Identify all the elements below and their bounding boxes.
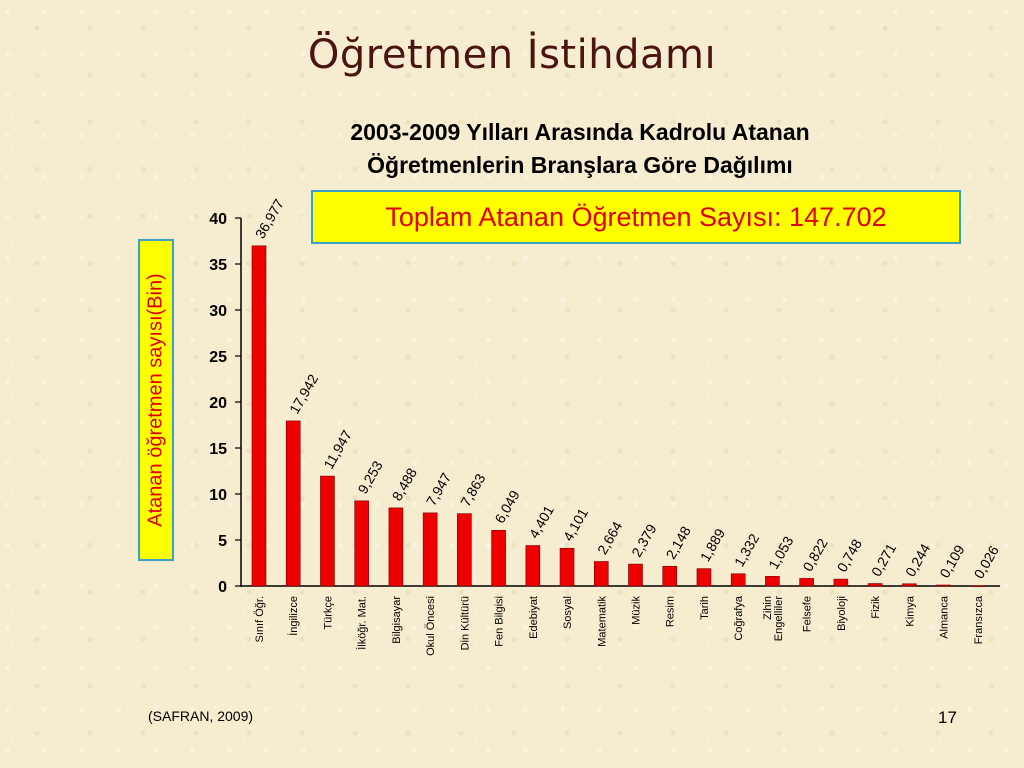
y-tick-label: 35 bbox=[209, 257, 227, 274]
subtitle-line-2: Öğretmenlerin Branşlara Göre Dağılımı bbox=[367, 152, 793, 178]
category-label: Felsefe bbox=[802, 596, 814, 632]
category-label: Sosyal bbox=[562, 596, 574, 629]
data-label: 36,977 bbox=[252, 196, 287, 241]
category-label: Okul Öncesi bbox=[425, 596, 437, 656]
category-label: Fizik bbox=[870, 596, 882, 619]
category-label: Fen Bilgisi bbox=[494, 596, 506, 647]
y-tick-label: 0 bbox=[218, 579, 227, 596]
data-label: 4,101 bbox=[560, 505, 591, 544]
y-tick-label: 5 bbox=[218, 533, 227, 550]
bar-15 bbox=[730, 573, 746, 587]
category-label: Müzik bbox=[631, 596, 643, 625]
data-label: 1,889 bbox=[697, 526, 728, 565]
data-label: 0,109 bbox=[936, 542, 967, 581]
category-label: Sınıf Öğr. bbox=[254, 596, 266, 642]
data-label: 4,401 bbox=[526, 502, 557, 541]
category-label: Matematik bbox=[596, 596, 608, 647]
data-label: 0,748 bbox=[834, 536, 865, 575]
data-label: 7,947 bbox=[423, 470, 454, 509]
y-tick-label: 25 bbox=[209, 349, 227, 366]
data-label: 17,942 bbox=[286, 371, 321, 416]
page-number: 17 bbox=[938, 708, 957, 727]
category-label: Din Kültürü bbox=[459, 596, 471, 650]
bar-18 bbox=[833, 578, 849, 587]
category-label: Tarih bbox=[699, 596, 711, 620]
bar-4 bbox=[354, 500, 369, 587]
category-label: Coğrafya bbox=[733, 595, 745, 641]
bar-2 bbox=[285, 420, 301, 587]
bar-9 bbox=[525, 545, 541, 587]
category-label: Almanca bbox=[939, 595, 951, 639]
y-axis-label-box: Atanan öğretmen sayısı(Bin) bbox=[138, 239, 174, 561]
bar-13 bbox=[662, 565, 678, 587]
chart-subtitle: 2003-2009 Yılları Arasında Kadrolu Atana… bbox=[200, 116, 960, 182]
data-label: 0,271 bbox=[868, 540, 899, 579]
category-label: Türkçe bbox=[322, 596, 334, 630]
bar-14 bbox=[696, 568, 712, 587]
data-label: 2,379 bbox=[628, 521, 659, 560]
bar-6 bbox=[422, 512, 438, 587]
category-label: Biyoloji bbox=[836, 596, 848, 631]
total-teachers-text: Toplam Atanan Öğretmen Sayısı: 147.702 bbox=[385, 201, 887, 232]
category-label: Kimya bbox=[904, 595, 916, 626]
category-label: Zihin bbox=[762, 596, 774, 620]
bar-10 bbox=[559, 547, 575, 587]
bar-19 bbox=[867, 583, 883, 587]
source-citation: (SAFRAN, 2009) bbox=[148, 708, 254, 724]
bar-1 bbox=[251, 245, 267, 587]
data-label: 1,053 bbox=[765, 533, 796, 572]
y-tick-label: 20 bbox=[209, 395, 227, 412]
y-tick-label: 15 bbox=[209, 441, 227, 458]
bar-7 bbox=[457, 513, 472, 587]
category-label: Bilgisayar bbox=[391, 596, 403, 644]
category-label: İlköğr. Mat. bbox=[356, 596, 369, 650]
category-label: Fransızca bbox=[973, 595, 985, 644]
category-label: Edebiyat bbox=[528, 596, 540, 639]
data-label: 8,488 bbox=[389, 465, 420, 504]
category-label: İngilizce bbox=[287, 596, 300, 636]
bar-3 bbox=[320, 475, 335, 587]
bar-22 bbox=[970, 585, 986, 587]
y-tick-label: 40 bbox=[209, 211, 227, 228]
subtitle-line-1: 2003-2009 Yılları Arasında Kadrolu Atana… bbox=[350, 119, 810, 145]
bar-21 bbox=[936, 584, 951, 587]
y-tick-label: 10 bbox=[209, 487, 227, 504]
bar-17 bbox=[799, 578, 814, 587]
data-label: 11,947 bbox=[320, 427, 355, 471]
bar-8 bbox=[491, 530, 506, 587]
bar-16 bbox=[765, 576, 780, 587]
slide-title: Öğretmen İstihdamı bbox=[307, 32, 717, 78]
bar-5 bbox=[388, 507, 404, 587]
data-label: 0,026 bbox=[971, 543, 1002, 582]
bar-20 bbox=[902, 583, 917, 587]
data-label: 7,863 bbox=[457, 471, 488, 510]
data-label: 0,244 bbox=[902, 541, 933, 580]
data-label: 0,822 bbox=[799, 535, 830, 574]
data-label: 6,049 bbox=[491, 487, 522, 526]
data-label: 2,664 bbox=[594, 518, 625, 557]
data-label: 2,148 bbox=[662, 523, 693, 562]
bar-12 bbox=[628, 563, 643, 587]
bar-11 bbox=[593, 561, 609, 587]
total-teachers-box: Toplam Atanan Öğretmen Sayısı: 147.702 bbox=[311, 190, 961, 244]
data-label: 9,253 bbox=[354, 458, 385, 497]
category-label: Resim bbox=[665, 596, 677, 627]
category-label: Engelliler bbox=[773, 596, 785, 642]
y-tick-label: 30 bbox=[209, 303, 227, 320]
data-label: 1,332 bbox=[731, 531, 762, 570]
